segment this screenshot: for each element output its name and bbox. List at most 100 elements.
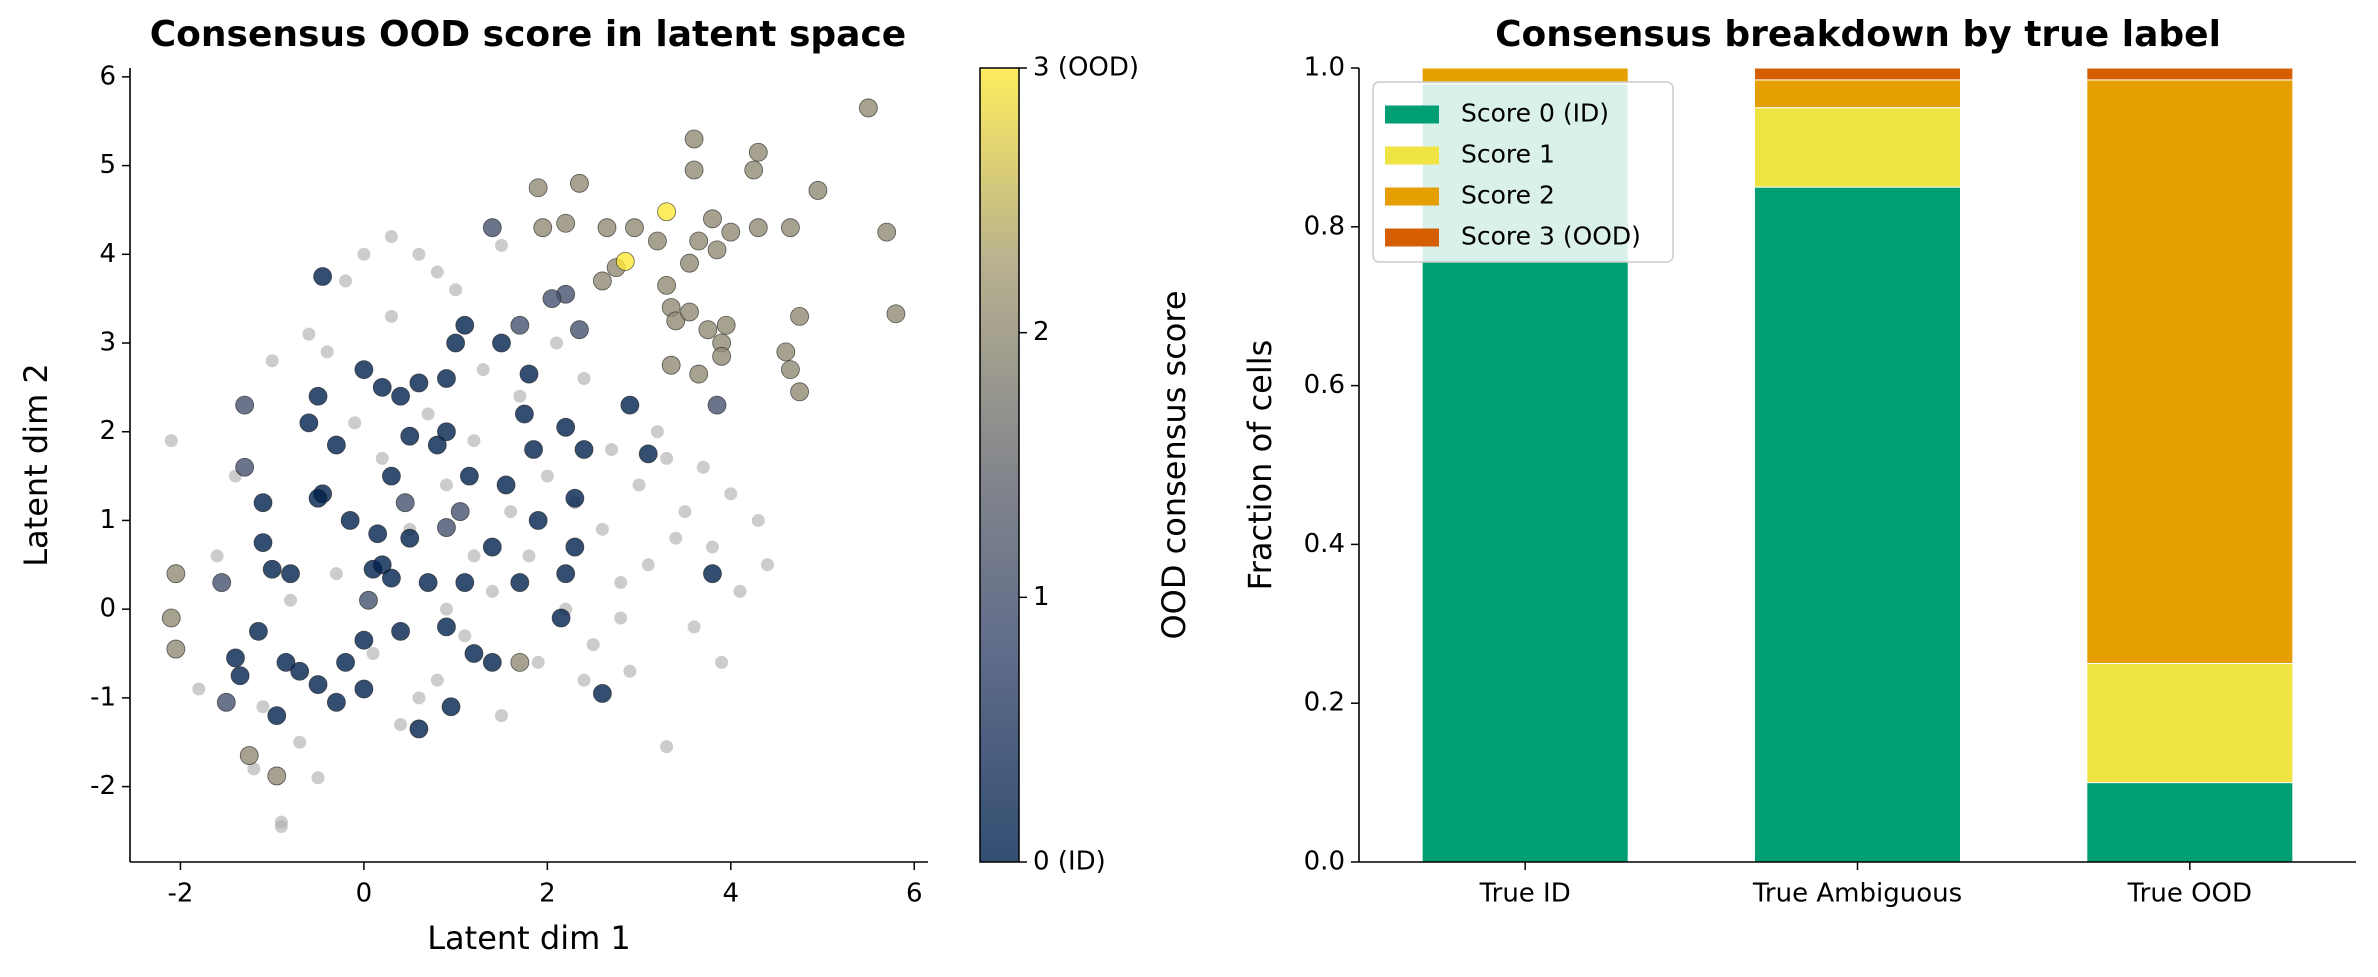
- scored-point: [299, 413, 319, 433]
- scored-point: [382, 568, 401, 588]
- bar-segment: [2086, 79, 2294, 665]
- background-point: [632, 478, 646, 492]
- background-point: [430, 265, 444, 279]
- background-point: [329, 567, 343, 581]
- scored-point: [354, 630, 374, 650]
- background-point: [705, 540, 719, 554]
- bar-segment: [1753, 79, 1962, 109]
- background-point: [485, 584, 499, 598]
- colorbar-label: OOD consensus score: [1155, 290, 1193, 639]
- background-point: [687, 620, 701, 634]
- scored-point: [570, 320, 589, 340]
- background-point: [265, 354, 279, 368]
- legend-label: Score 2: [1461, 181, 1555, 210]
- scored-point: [556, 417, 576, 437]
- legend-label: Score 3 (OOD): [1461, 222, 1641, 251]
- scored-point: [340, 511, 360, 530]
- scored-point: [790, 382, 809, 402]
- scored-point: [166, 639, 186, 659]
- background-point: [724, 487, 738, 501]
- background-point: [302, 327, 316, 341]
- legend-swatch: [1385, 187, 1439, 206]
- scored-point: [689, 231, 709, 251]
- background-point: [751, 513, 765, 527]
- scored-point: [790, 307, 809, 326]
- x-tick-label: True OOD: [2127, 879, 2252, 909]
- x-tick-label: -2: [167, 879, 193, 909]
- scored-point: [716, 315, 736, 335]
- y-tick-label: 3: [99, 328, 116, 358]
- scored-point: [437, 518, 456, 537]
- scored-point: [391, 386, 410, 406]
- scored-point: [519, 364, 539, 384]
- background-point: [678, 505, 692, 519]
- scored-point: [625, 218, 644, 238]
- scored-point: [239, 746, 259, 765]
- scored-point: [455, 573, 475, 592]
- scored-point: [482, 537, 502, 557]
- y-tick-label: -2: [90, 771, 116, 801]
- scored-point: [409, 373, 429, 393]
- background-point: [504, 505, 518, 519]
- background-point: [348, 416, 362, 430]
- scored-point: [326, 435, 346, 455]
- scored-point: [427, 435, 447, 455]
- scored-point: [565, 488, 585, 508]
- scored-point: [781, 218, 800, 238]
- background-point: [660, 740, 674, 754]
- x-tick-label: 2: [539, 879, 556, 909]
- background-point: [284, 593, 298, 607]
- scored-point: [313, 267, 333, 286]
- background-point: [430, 673, 444, 687]
- chart-title: Consensus breakdown by true label: [1495, 14, 2221, 55]
- background-point: [531, 655, 545, 669]
- scored-point: [858, 98, 878, 118]
- scored-point: [638, 444, 658, 464]
- background-point: [339, 274, 353, 288]
- x-tick-label: True ID: [1479, 879, 1571, 909]
- legend-swatch: [1385, 105, 1439, 124]
- y-axis-label: Latent dim 2: [17, 363, 55, 567]
- background-point: [595, 522, 609, 536]
- scored-point: [680, 253, 699, 273]
- scored-point: [574, 440, 594, 459]
- legend: Score 0 (ID) Score 1 Score 2 Score 3 (OOD): [1372, 81, 1674, 263]
- background-point: [384, 309, 398, 323]
- scored-point: [161, 608, 181, 628]
- scored-point: [748, 142, 768, 162]
- scored-point: [437, 422, 456, 442]
- scored-point: [212, 573, 232, 592]
- scored-point: [253, 533, 273, 553]
- y-tick-label: 1.0: [1304, 53, 1345, 83]
- background-point: [494, 238, 508, 252]
- scored-point: [877, 222, 897, 242]
- colorbar-tick-label: 2: [1033, 317, 1050, 347]
- scored-point: [308, 675, 328, 694]
- scored-point: [698, 320, 718, 340]
- scored-point: [666, 311, 686, 331]
- bar-segment: [1753, 107, 1962, 188]
- scored-point: [267, 766, 287, 786]
- scored-point: [510, 573, 530, 592]
- background-point: [320, 345, 334, 359]
- scored-point: [712, 346, 732, 366]
- bar-segment: [2086, 67, 2294, 81]
- scored-point: [166, 564, 186, 584]
- colorbar: [979, 67, 1020, 863]
- background-point: [540, 469, 554, 483]
- scored-point: [226, 648, 245, 668]
- scored-point: [707, 395, 727, 415]
- background-point: [384, 230, 398, 244]
- y-tick-label: 0.8: [1304, 211, 1345, 241]
- x-tick-label: 6: [906, 879, 923, 909]
- x-tick-label: 0: [356, 879, 373, 909]
- y-tick-label: -1: [90, 682, 116, 712]
- x-tick-label: 4: [723, 879, 740, 909]
- scored-point: [464, 644, 484, 663]
- background-point: [715, 655, 729, 669]
- x-axis-label: Latent dim 1: [427, 919, 631, 957]
- scored-point: [648, 231, 667, 251]
- scored-point: [808, 181, 828, 200]
- scored-point: [216, 692, 236, 712]
